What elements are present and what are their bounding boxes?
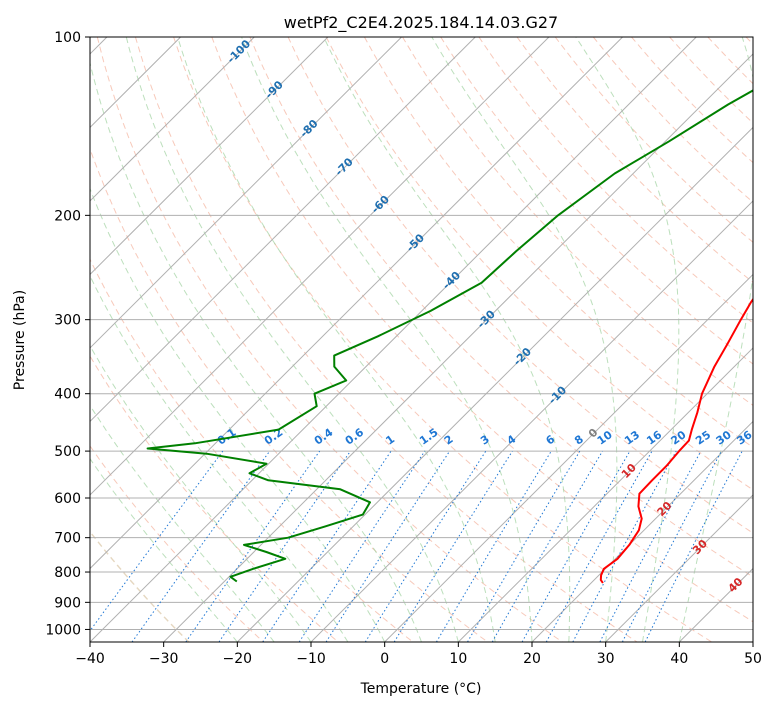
x-axis-label: Temperature (°C) xyxy=(360,681,482,697)
plot-background xyxy=(90,37,753,642)
mixing-ratio-line xyxy=(131,450,271,642)
isotherm-line xyxy=(457,347,753,642)
mixing-ratio-line xyxy=(325,450,451,642)
dry-adiabat-line xyxy=(325,37,753,491)
x-tick-label: 30 xyxy=(597,651,615,667)
moist-adiabat-line xyxy=(678,37,753,642)
dry-adiabat-line xyxy=(134,37,638,642)
dry-adiabat-line xyxy=(90,445,264,642)
mixing-ratio-line xyxy=(393,450,513,642)
isotherm-line xyxy=(752,641,753,642)
dry-adiabat-line xyxy=(90,147,488,642)
dry-adiabat-line xyxy=(96,37,563,642)
dry-adiabat-line xyxy=(249,37,753,578)
isotherm-line xyxy=(90,37,255,202)
x-tick-label: −30 xyxy=(149,651,179,667)
dry-adiabat-line xyxy=(402,37,753,406)
moist-adiabat-line xyxy=(177,37,496,642)
moist-adiabat-line xyxy=(90,404,275,642)
y-tick-label: 300 xyxy=(54,313,81,329)
x-tick-label: −10 xyxy=(296,651,326,667)
dry-adiabat-line xyxy=(478,37,753,324)
isotherm-line xyxy=(90,37,476,423)
dewpoint-profile-line xyxy=(146,89,753,583)
y-tick-label: 500 xyxy=(54,444,81,460)
mixing-ratio-label: 36 xyxy=(734,428,754,448)
y-tick-label: 1000 xyxy=(45,622,81,638)
moist-adiabat-line xyxy=(90,187,386,642)
y-tick-label: 100 xyxy=(54,30,81,46)
y-tick-label: 200 xyxy=(54,208,81,224)
moist-adiabat-line xyxy=(241,37,533,642)
mixing-ratio-line xyxy=(218,450,351,642)
moist-adiabat-line xyxy=(575,37,680,642)
isotherm-line xyxy=(605,494,753,642)
isotherm-line xyxy=(236,126,753,642)
dry-adiabat-line xyxy=(173,37,712,642)
y-tick-label: 400 xyxy=(54,387,81,403)
temperature-profile-line xyxy=(599,297,753,584)
x-tick-label: 20 xyxy=(523,651,541,667)
moist-adiabat-line xyxy=(90,274,349,642)
y-axis-label: Pressure (hPa) xyxy=(12,290,28,390)
x-tick-label: 0 xyxy=(380,651,389,667)
isotherm-line xyxy=(90,37,329,276)
isotherm-line xyxy=(90,37,550,496)
mixing-ratio-line xyxy=(298,450,426,642)
x-tick-label: −40 xyxy=(75,651,105,667)
mixing-ratio-line xyxy=(364,450,487,642)
isotherm-line xyxy=(90,37,402,349)
x-tick-label: −20 xyxy=(223,651,253,667)
mixing-ratio-line xyxy=(185,450,321,642)
mixing-ratio-line xyxy=(90,450,224,632)
y-axis-ticks: 100 200 300 400 500 600 700 800 900 1000 xyxy=(45,30,90,638)
plot-frame xyxy=(89,36,754,643)
mixing-ratio-line xyxy=(521,450,631,642)
dry-adiabat-line xyxy=(440,37,753,365)
isotherm-line xyxy=(384,273,753,642)
moist-adiabat-line xyxy=(323,37,571,642)
mixing-ratio-line xyxy=(545,450,653,642)
isotherm-line xyxy=(90,37,697,642)
mixing-ratio-line xyxy=(572,450,677,642)
moist-adiabat-line xyxy=(90,457,238,642)
isotherm-line xyxy=(310,200,753,642)
moist-adiabat-line xyxy=(125,37,459,642)
x-tick-label: 50 xyxy=(744,651,762,667)
x-tick-label: 40 xyxy=(670,651,688,667)
isotherm-line xyxy=(531,420,753,642)
y-tick-label: 900 xyxy=(54,595,81,611)
moist-adiabat-line xyxy=(431,37,618,642)
mixing-ratio-line xyxy=(262,450,392,642)
isotherm-line xyxy=(90,37,623,570)
mixing-ratio-line xyxy=(644,450,743,642)
chart-title: wetPf2_C2E4.2025.184.14.03.G27 xyxy=(284,13,558,33)
x-axis-ticks: −40 −30 −20 −10 0 10 20 30 40 50 xyxy=(75,642,762,667)
profile-lines xyxy=(146,89,753,584)
dry-adiabat-line xyxy=(211,37,753,623)
y-tick-label: 600 xyxy=(54,491,81,507)
y-tick-label: 800 xyxy=(54,565,81,581)
y-tick-label: 700 xyxy=(54,531,81,547)
background-lines xyxy=(90,37,753,642)
x-tick-label: 10 xyxy=(449,651,467,667)
